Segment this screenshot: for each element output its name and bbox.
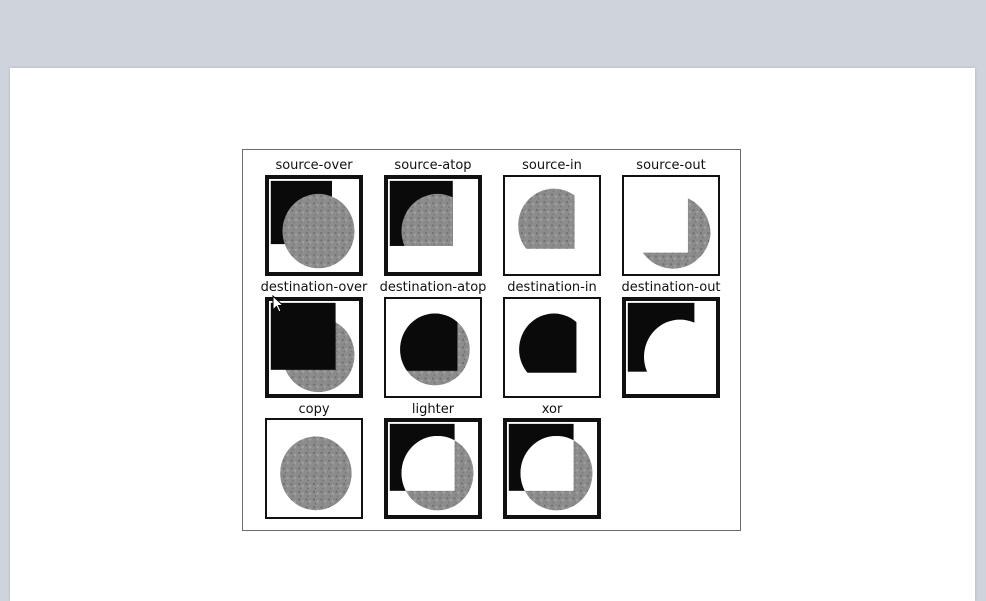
label-destination-in: destination-in bbox=[507, 280, 597, 295]
label-source-in: source-in bbox=[522, 158, 582, 173]
label-destination-out: destination-out bbox=[621, 280, 721, 295]
arrow-cursor-icon bbox=[272, 294, 286, 319]
cell-destination-over bbox=[265, 297, 363, 398]
cell-xor bbox=[503, 418, 601, 519]
cell-source-atop bbox=[384, 175, 482, 276]
cell-destination-out bbox=[622, 297, 720, 398]
cell-destination-atop bbox=[384, 297, 482, 398]
label-xor: xor bbox=[541, 402, 563, 417]
cell-destination-in bbox=[503, 297, 601, 398]
label-source-over: source-over bbox=[275, 158, 353, 173]
label-source-atop: source-atop bbox=[394, 158, 472, 173]
cell-source-in bbox=[503, 175, 601, 276]
label-source-out: source-out bbox=[636, 158, 706, 173]
cell-source-over bbox=[265, 175, 363, 276]
cell-source-out bbox=[622, 175, 720, 276]
cell-copy bbox=[265, 418, 363, 519]
label-destination-atop: destination-atop bbox=[379, 280, 487, 295]
compositing-figure bbox=[242, 149, 741, 531]
cell-lighter bbox=[384, 418, 482, 519]
label-copy: copy bbox=[298, 402, 330, 417]
document-page bbox=[10, 68, 975, 601]
label-lighter: lighter bbox=[411, 402, 455, 417]
label-destination-over: destination-over bbox=[260, 280, 368, 295]
